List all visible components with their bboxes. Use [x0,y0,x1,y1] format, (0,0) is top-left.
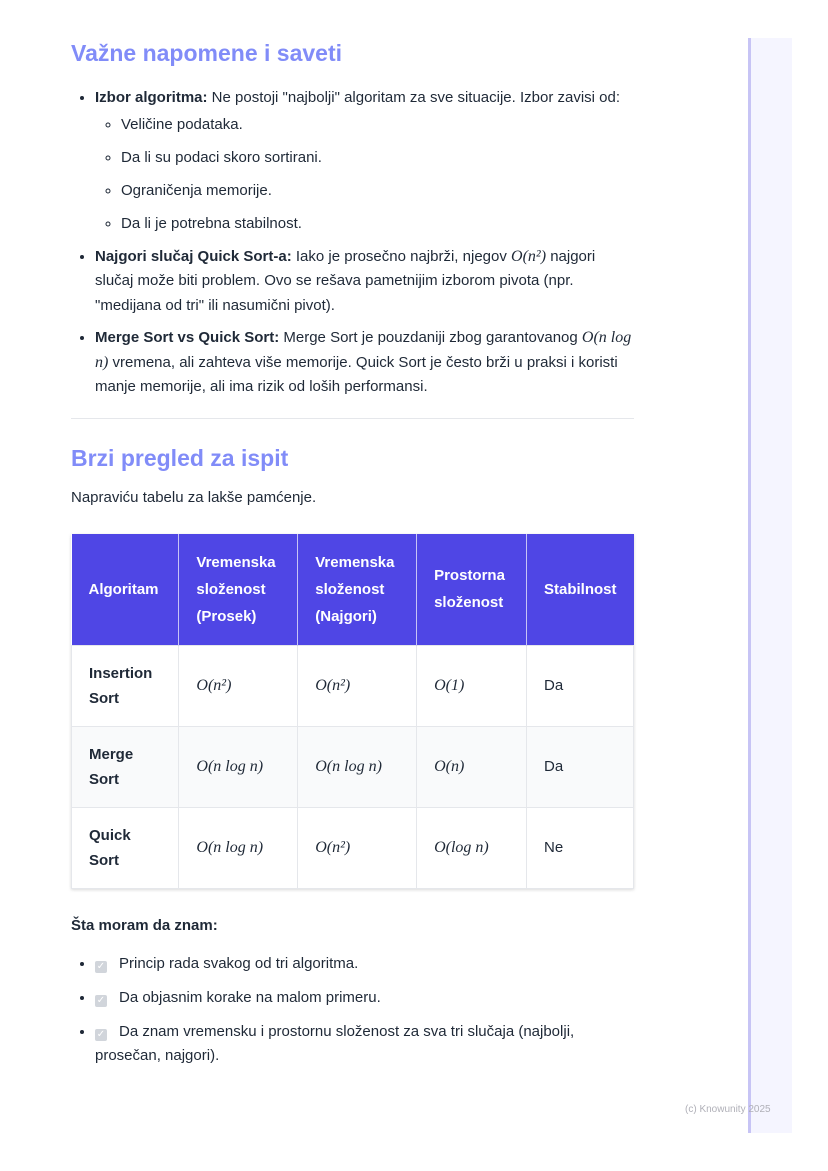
table-cell: O(n) [416,725,527,808]
sub-list: Veličine podataka. Da li su podaci skoro… [95,113,634,237]
table-row: Quick Sort O(n log n) O(n²) O(log n) Ne [70,806,635,889]
footer-copyright: (c) Knowunity 2025 [685,1104,771,1115]
document-content: Važne napomene i saveti Izbor algoritma:… [70,36,635,1078]
table-cell: Da [525,725,635,808]
checkbox-checked-icon[interactable]: ✓ [95,994,107,1007]
table-header: Vremenska složenost (Prosek) [178,533,299,645]
table-cell: O(n²) [297,644,418,727]
item-label: Izbor algoritma: [95,89,208,106]
checklist-text: Da objasnim korake na malom primeru. [119,988,381,1006]
table-cell: Insertion Sort [70,644,180,727]
item-text: vremena, ali zahteva više memorije. Quic… [95,353,618,396]
side-panel [748,38,792,1133]
sub-list-item: Da li su podaci skoro sortirani. [121,146,634,171]
item-label: Merge Sort vs Quick Sort: [95,329,280,346]
table-cell: Da [525,644,635,727]
table-row: Merge Sort O(n log n) O(n log n) O(n) Da [70,725,635,808]
table-cell: Merge Sort [70,725,180,808]
tips-list: Izbor algoritma: Ne postoji "najbolji" a… [71,86,634,400]
table-cell: O(n²) [297,806,418,889]
checklist-text: Da znam vremensku i prostornu složenost … [95,1022,575,1064]
math-expression: O(n²) [511,247,547,265]
table-header: Vremenska složenost (Najgori) [297,533,418,645]
table-header: Stabilnost [526,533,634,645]
list-item: Merge Sort vs Quick Sort: Merge Sort je … [95,326,634,400]
sub-list-item: Ograničenja memorije. [121,179,634,204]
item-label: Najgori slučaj Quick Sort-a: [95,247,292,265]
item-text: Ne postoji "najbolji" algoritam za sve s… [207,89,621,106]
know-title: Šta moram da znam: [71,916,218,934]
checklist-text: Princip rada svakog od tri algoritma. [119,954,359,972]
table-cell: O(n log n) [178,725,299,808]
item-text: Merge Sort je pouzdaniji zbog garantovan… [279,329,582,346]
table-header-row: Algoritam Vremenska složenost (Prosek) V… [71,533,634,645]
checklist: ✓ Princip rada svakog od tri algoritma. ✓… [71,952,634,1068]
table-cell: O(log n) [416,806,527,889]
table-row: Insertion Sort O(n²) O(n²) O(1) Da [70,644,635,727]
list-item: Najgori slučaj Quick Sort-a: Iako je pro… [95,245,634,319]
sub-list-item: Da li je potrebna stabilnost. [121,212,634,237]
checkbox-checked-icon[interactable]: ✓ [95,960,107,973]
list-item: Izbor algoritma: Ne postoji "najbolji" a… [95,86,634,236]
item-text: najgori slučaj može biti problem. Ovo se… [95,247,596,314]
table-cell: O(n log n) [178,806,299,889]
table-cell: O(n log n) [297,725,418,808]
checklist-item: ✓Da znam vremensku i prostornu složenost… [95,1020,634,1068]
section-title-overview: Brzi pregled za ispit [71,444,289,471]
checklist-item: ✓ Da objasnim korake na malom primeru. [95,986,634,1010]
sub-list-item: Veličine podataka. [121,113,634,138]
table-cell: O(1) [416,644,527,727]
intro-text: Napraviću tabelu za lakše pamćenje. [71,488,317,506]
table-cell: Quick Sort [70,806,180,889]
math-expression: O(n log n) [95,329,632,371]
table-cell: O(n²) [178,644,299,727]
table-header: Prostorna složenost [416,533,527,645]
checkbox-checked-icon[interactable]: ✓ [95,1028,107,1041]
complexity-table: Algoritam Vremenska složenost (Prosek) V… [70,533,635,889]
table-header: Algoritam [71,533,180,645]
item-text: Iako je prosečno najbrži, njegov [291,247,512,265]
section-title-tips: Važne napomene i saveti [71,40,343,66]
divider [71,417,634,419]
checklist-item: ✓ Princip rada svakog od tri algoritma. [95,952,634,976]
table-cell: Ne [525,806,635,889]
